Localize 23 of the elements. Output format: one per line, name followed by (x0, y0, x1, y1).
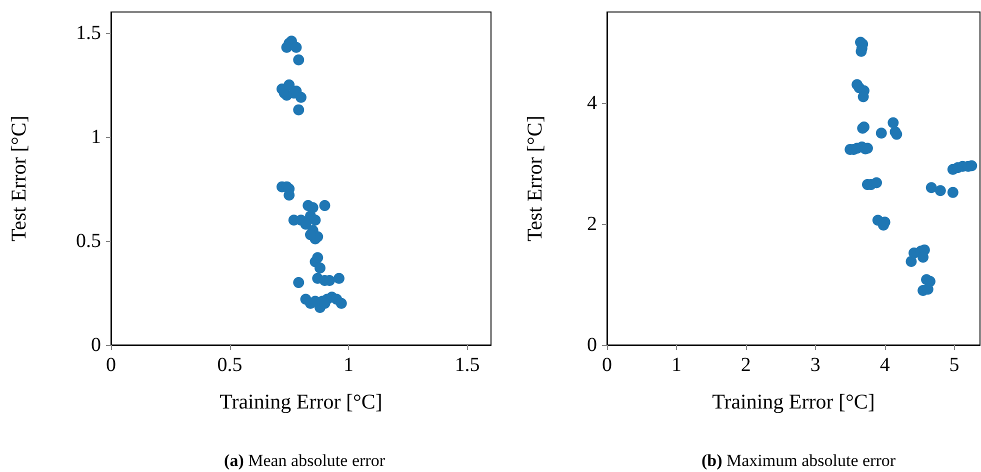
text: (b) Maximum absolute error (701, 451, 896, 470)
x-tick-label: 0.5 (217, 354, 242, 376)
x-tick-label: 3 (810, 354, 820, 376)
x-tick-label: 1.5 (454, 354, 480, 376)
x-tick-label: 1 (344, 354, 354, 376)
y-tick-label: 0 (91, 334, 101, 356)
y-tick-label: 0.5 (76, 230, 101, 252)
x-tick-label: 1 (671, 354, 682, 376)
y-tick-label: 2 (587, 212, 597, 235)
x-tick-label: 4 (880, 354, 890, 376)
y-tick-label: 0 (587, 334, 597, 356)
text: (a) Mean absolute error (224, 451, 386, 470)
x-axis-title: Training Error [°C] (712, 390, 875, 414)
x-axis-title: Training Error [°C] (220, 390, 382, 414)
x-tick-label: 0 (602, 354, 612, 376)
x-tick-label: 2 (740, 354, 751, 376)
y-tick-label: 4 (587, 92, 597, 114)
y-axis-title: Test Error [°C] (6, 116, 30, 242)
y-tick-label: 1.5 (76, 22, 101, 44)
y-axis-title: Test Error [°C] (522, 116, 546, 242)
x-tick-label: 0 (106, 354, 116, 376)
x-tick-label: 5 (949, 354, 960, 376)
y-tick-label: 1 (91, 126, 101, 148)
